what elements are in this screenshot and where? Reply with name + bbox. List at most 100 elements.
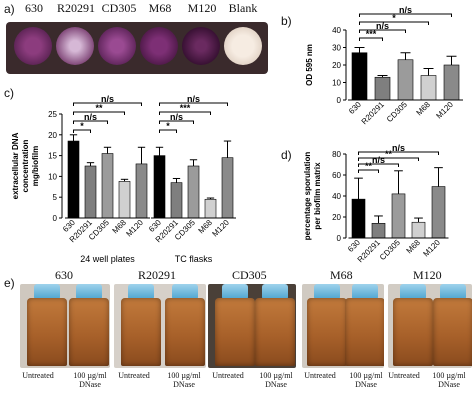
chart-c-bar <box>84 165 97 219</box>
chart-b-ytick-label: 10 <box>332 79 341 88</box>
chart-c-significance-label: *** <box>180 103 191 113</box>
caption-untreated-R20291: Untreated <box>118 371 150 380</box>
flask-photo-M120 <box>388 284 472 368</box>
chart-b-bar <box>397 59 414 101</box>
well-label-blank: Blank <box>228 1 258 15</box>
chart-d-bar <box>431 186 446 239</box>
chart-d-ylabel-line: percentage sporulation <box>303 152 312 241</box>
well-label-M68: M68 <box>148 1 172 15</box>
chart-d-bar <box>411 221 426 239</box>
well-R20291 <box>56 27 94 65</box>
flask-title-M68: M68 <box>330 268 353 282</box>
chart-d-significance-bracket <box>358 169 379 173</box>
chart-b-significance-bracket <box>359 13 452 17</box>
chart-b-significance-bracket <box>359 29 406 33</box>
chart-b-significance-bracket <box>359 21 429 25</box>
chart-c-ylabel-line: mg/biofilm <box>31 146 40 186</box>
chart-b-ytick-label: 0 <box>337 96 342 105</box>
chart-c-bar <box>118 181 131 219</box>
chart-c-significance-bracket <box>73 129 91 133</box>
well-label-R20291: R20291 <box>56 1 95 15</box>
panel-a-label: a) <box>4 2 15 16</box>
chart-b-category-label: M120 <box>434 100 455 121</box>
caption-dnase-word: DNase <box>438 380 460 389</box>
chart-c-significance-bracket <box>159 129 177 133</box>
caption-dnase-dose: 100 µg/ml <box>259 371 293 380</box>
well-label-CD305: CD305 <box>101 1 137 15</box>
chart-d-significance-label: n/s <box>372 155 385 165</box>
chart-d-bar <box>391 193 406 239</box>
chart-b-bar <box>351 52 368 101</box>
chart-c-ytick-label: 20 <box>48 131 57 140</box>
chart-b-significance-label: *** <box>366 29 377 39</box>
chart-c-significance-bracket <box>73 111 125 115</box>
chart-b-significance-label: * <box>392 13 396 23</box>
chart-b-bar <box>374 76 391 101</box>
chart-b-ytick-label: 20 <box>332 61 341 70</box>
well-label-630: 630 <box>25 1 43 15</box>
chart-d-significance-label: ** <box>385 149 393 159</box>
chart-c-category-label: M120 <box>124 218 145 239</box>
caption-untreated-M68: Untreated <box>304 371 336 380</box>
chart-d-ytick-label: 40 <box>332 192 341 201</box>
well-630 <box>14 27 52 65</box>
chart-b-category-label: CD305 <box>385 100 409 124</box>
chart-c-significance-bracket <box>159 102 228 106</box>
caption-dnase-dose: 100 µg/ml <box>167 371 201 380</box>
flask-title-CD305: CD305 <box>232 268 267 282</box>
caption-dnase-M68: 100 µg/ml DNase <box>340 371 392 389</box>
chart-b-bar <box>420 75 437 101</box>
chart-d: 0 20 40 60 80 percentage sporulation per biofi… <box>303 143 449 264</box>
chart-d-category-label: M68 <box>405 238 423 256</box>
chart-c-significance-label: n/s <box>170 112 183 122</box>
caption-untreated-CD305: Untreated <box>212 371 244 380</box>
chart-c-significance-label: * <box>80 121 84 131</box>
chart-c-bar <box>170 182 183 219</box>
chart-c-significance-label: * <box>166 121 170 131</box>
chart-c-group-label: 24 well plates <box>80 254 135 264</box>
chart-c-bar <box>101 153 114 219</box>
panel-e-label: e) <box>4 276 15 290</box>
flask-photo-CD305 <box>208 284 296 368</box>
chart-d-category-label: CD305 <box>378 238 402 262</box>
chart-d-significance-label: ** <box>365 161 373 171</box>
chart-b-ylabel: OD 595 nm <box>305 44 314 86</box>
chart-d-bar <box>351 198 366 239</box>
well-label-M120: M120 <box>187 1 217 15</box>
caption-dnase-word: DNase <box>355 380 377 389</box>
caption-dnase-word: DNase <box>79 380 101 389</box>
chart-c-bar <box>135 163 148 219</box>
chart-c-bar <box>187 165 200 219</box>
chart-b-category-label: M68 <box>415 100 433 118</box>
caption-dnase-dose: 100 µg/ml <box>432 371 466 380</box>
chart-c-group-label: TC flasks <box>175 254 213 264</box>
chart-d-ylabel-line: per biofilm matrix <box>313 162 322 230</box>
chart-c-significance-bracket <box>159 111 211 115</box>
chart-c-significance-bracket <box>159 120 194 124</box>
chart-b-category-label: 630 <box>347 100 363 116</box>
chart-c-significance-label: n/s <box>101 94 114 104</box>
panel-d-label: d) <box>281 148 292 162</box>
chart-b-category-label: R20291 <box>360 100 387 127</box>
well-M120 <box>182 27 220 65</box>
panel-c-label: c) <box>4 86 14 100</box>
chart-c-ytick-label: 0 <box>53 214 58 223</box>
chart-d-category-label: 630 <box>346 238 362 254</box>
chart-b-significance-bracket <box>359 37 383 41</box>
well-CD305 <box>98 27 136 65</box>
flask-title-R20291: R20291 <box>138 268 177 282</box>
chart-c-ylabel-line: concentration <box>21 139 30 192</box>
chart-c-ytick-label: 5 <box>53 193 58 202</box>
chart-c-ytick-label: 15 <box>48 152 57 161</box>
chart-b-significance-label: n/s <box>376 21 389 31</box>
well-plate-photo <box>6 22 268 74</box>
caption-dnase-dose: 100 µg/ml <box>73 371 107 380</box>
caption-untreated-630: Untreated <box>22 371 54 380</box>
chart-d-ytick-label: 80 <box>332 150 341 159</box>
chart-d-significance-bracket <box>358 151 439 155</box>
chart-c-category-label: M120 <box>210 218 231 239</box>
flask-photo-630 <box>20 284 110 368</box>
chart-c-bar <box>204 198 217 219</box>
caption-dnase-R20291: 100 µg/ml DNase <box>158 371 210 389</box>
